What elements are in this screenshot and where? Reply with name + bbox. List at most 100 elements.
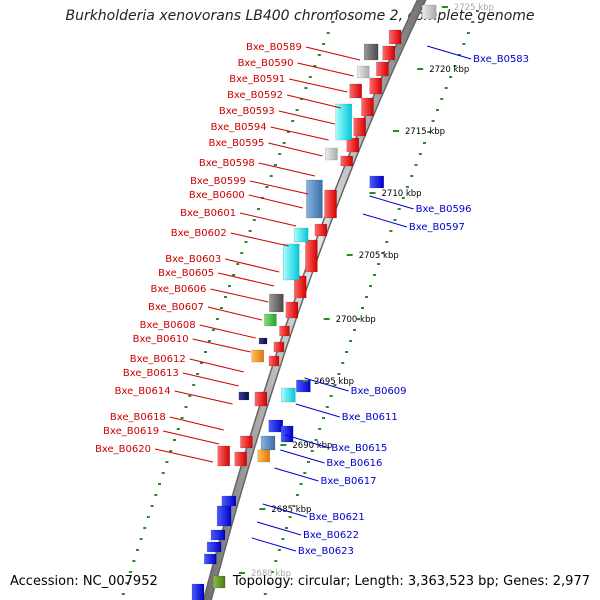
left-label-leader bbox=[297, 62, 354, 77]
inner-tick-dot bbox=[244, 241, 248, 243]
outer-tick-dot bbox=[423, 142, 426, 144]
inner-tick-dot bbox=[295, 109, 299, 111]
left-gene-label: Bxe_B0607 bbox=[148, 302, 204, 313]
chromosome-backbone bbox=[202, 0, 427, 600]
right-gene-label: Bxe_B0623 bbox=[298, 546, 354, 557]
tick-label: 2685 kbp bbox=[271, 505, 311, 515]
tick-label: 2680 kbp bbox=[251, 569, 291, 579]
right-gene-label: Bxe_B0583 bbox=[473, 54, 529, 65]
outer-tick-dot bbox=[349, 340, 353, 342]
gene-block bbox=[293, 275, 307, 299]
inner-tick-dot bbox=[180, 417, 184, 419]
outer-tick-dot bbox=[288, 516, 292, 518]
right-label-leader bbox=[285, 434, 330, 449]
left-gene-label: Bxe_B0595 bbox=[208, 138, 264, 149]
left-gene-label: Bxe_B0612 bbox=[130, 354, 186, 365]
inner-tick-dot bbox=[313, 65, 317, 67]
gene-block bbox=[346, 137, 360, 153]
gene-block bbox=[258, 337, 268, 345]
inner-tick-dot bbox=[304, 87, 308, 89]
tick-mark bbox=[323, 318, 330, 320]
gene-block bbox=[212, 575, 226, 589]
gene-block bbox=[264, 313, 277, 327]
gene-labels: Bxe_B0589 Bxe_B0590 Bxe_B0591 Bxe_B0592 Bxe_… bbox=[95, 42, 529, 557]
gene-block bbox=[356, 65, 370, 79]
tick-mark bbox=[441, 6, 448, 8]
right-label-leader bbox=[426, 45, 472, 60]
outer-tick-dot bbox=[303, 472, 307, 474]
outer-tick-dot bbox=[410, 175, 414, 177]
outer-tick-dot bbox=[270, 571, 274, 573]
outer-tick-dot bbox=[333, 384, 337, 386]
inner-tick-dot bbox=[317, 54, 321, 56]
left-label-leader bbox=[268, 142, 323, 157]
inner-tick-dot bbox=[125, 582, 129, 584]
outer-tick-dot bbox=[314, 439, 318, 441]
left-label-leader bbox=[249, 180, 309, 195]
left-gene-label: Bxe_B0602 bbox=[171, 228, 227, 239]
gene-block bbox=[335, 103, 352, 141]
left-label-leader bbox=[278, 110, 335, 125]
tick-label: 2690 kbp bbox=[292, 441, 332, 451]
inner-tick-dot bbox=[331, 21, 335, 23]
gene-block bbox=[325, 147, 338, 161]
inner-tick-dot bbox=[200, 362, 203, 364]
inner-tick-dot bbox=[121, 593, 125, 595]
tick-label: 2695 kbp bbox=[314, 377, 354, 387]
inner-tick-dot bbox=[192, 384, 196, 386]
outer-tick-dot bbox=[449, 76, 453, 78]
tick-mark bbox=[259, 508, 266, 510]
inner-tick-dot bbox=[215, 318, 219, 320]
gene-block bbox=[279, 325, 290, 337]
outer-tick-dot bbox=[373, 274, 376, 276]
tick-dots bbox=[121, 10, 479, 595]
left-gene-label: Bxe_B0593 bbox=[219, 106, 275, 117]
gene-block bbox=[204, 553, 217, 565]
left-gene-label: Bxe_B0620 bbox=[95, 444, 151, 455]
gene-block bbox=[361, 97, 374, 117]
tick-mark bbox=[346, 254, 353, 256]
inner-tick-dot bbox=[252, 219, 256, 221]
inner-tick-dot bbox=[286, 131, 290, 133]
inner-tick-dot bbox=[274, 164, 277, 166]
left-gene-label: Bxe_B0601 bbox=[180, 208, 236, 219]
outer-tick-dot bbox=[329, 395, 333, 397]
left-gene-label: Bxe_B0592 bbox=[227, 90, 283, 101]
left-label-leader bbox=[289, 78, 348, 93]
gene-block bbox=[421, 4, 437, 20]
gene-block bbox=[363, 43, 379, 61]
right-gene-label: Bxe_B0597 bbox=[409, 222, 465, 233]
outer-tick-dot bbox=[397, 208, 401, 210]
inner-tick-dot bbox=[143, 527, 147, 529]
tick-mark bbox=[393, 130, 399, 132]
inner-tick-dot bbox=[176, 428, 180, 430]
inner-tick-dot bbox=[173, 439, 176, 441]
inner-tick-dot bbox=[257, 208, 260, 210]
right-label-leader bbox=[304, 377, 349, 392]
left-label-leader bbox=[217, 272, 275, 287]
inner-tick-dot bbox=[161, 472, 165, 474]
outer-tick-dot bbox=[444, 87, 448, 89]
tick-label: 2715 kbp bbox=[405, 127, 445, 137]
right-label-leader bbox=[362, 213, 408, 228]
inner-tick-dot bbox=[165, 461, 169, 463]
left-gene-label: Bxe_B0614 bbox=[115, 386, 171, 397]
gene-block bbox=[369, 175, 385, 189]
outer-tick-dot bbox=[285, 527, 288, 529]
left-gene-label: Bxe_B0603 bbox=[165, 254, 221, 265]
left-label-leader bbox=[207, 306, 263, 321]
gene-block bbox=[282, 243, 300, 281]
inner-tick-dot bbox=[196, 373, 200, 375]
gene-block bbox=[349, 83, 362, 99]
gene-block bbox=[388, 29, 402, 45]
left-label-leader bbox=[169, 416, 224, 431]
right-label-leader bbox=[295, 403, 340, 418]
gene-block bbox=[269, 293, 284, 313]
right-label-leader bbox=[280, 449, 325, 464]
outer-tick-dot bbox=[440, 98, 444, 100]
gene-block bbox=[260, 435, 276, 451]
outer-tick-dot bbox=[414, 164, 418, 166]
tick-label: 2720 kbp bbox=[429, 65, 469, 75]
